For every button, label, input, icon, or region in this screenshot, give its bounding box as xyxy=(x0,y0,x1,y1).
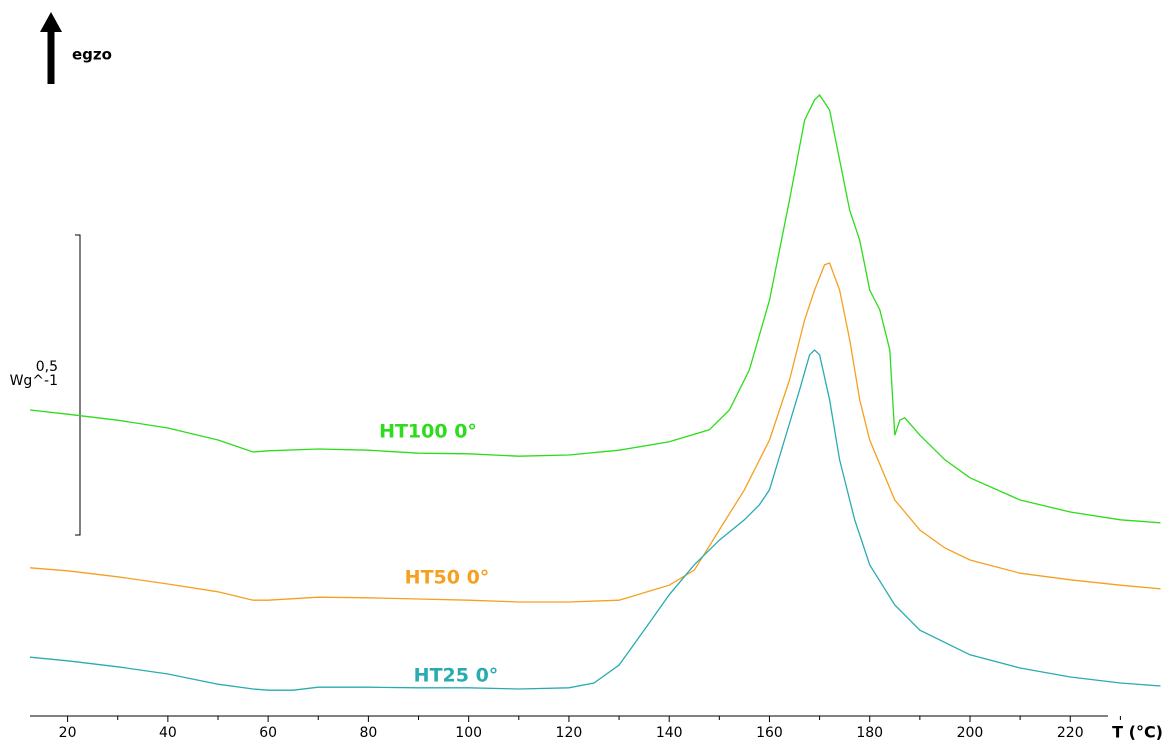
series-label: HT25 0° xyxy=(414,665,499,687)
series-line xyxy=(29,349,1161,691)
x-axis-label: T (°C) xyxy=(1112,723,1163,742)
series-label: HT50 0° xyxy=(405,567,490,589)
x-tick-label: 100 xyxy=(455,725,482,741)
x-tick-label: 20 xyxy=(59,725,77,741)
scale-bar-unit: Wg^-1 xyxy=(10,373,58,389)
scale-bar-value: 0,5 xyxy=(36,359,58,375)
series-label: HT100 0° xyxy=(379,421,477,443)
series-line xyxy=(29,262,1161,603)
scale-bar xyxy=(75,234,81,536)
x-tick-label: 60 xyxy=(259,725,277,741)
x-tick-label: 80 xyxy=(359,725,377,741)
exo-arrow xyxy=(40,12,62,84)
x-tick-label: 180 xyxy=(856,725,883,741)
x-tick-label: 200 xyxy=(957,725,984,741)
exo-label: egzo xyxy=(72,46,112,64)
x-tick-label: 140 xyxy=(656,725,683,741)
series-line xyxy=(29,93,1161,524)
x-tick-label: 160 xyxy=(756,725,783,741)
x-tick-label: 40 xyxy=(159,725,177,741)
x-tick-label: 120 xyxy=(556,725,583,741)
x-tick-label: 220 xyxy=(1057,725,1084,741)
